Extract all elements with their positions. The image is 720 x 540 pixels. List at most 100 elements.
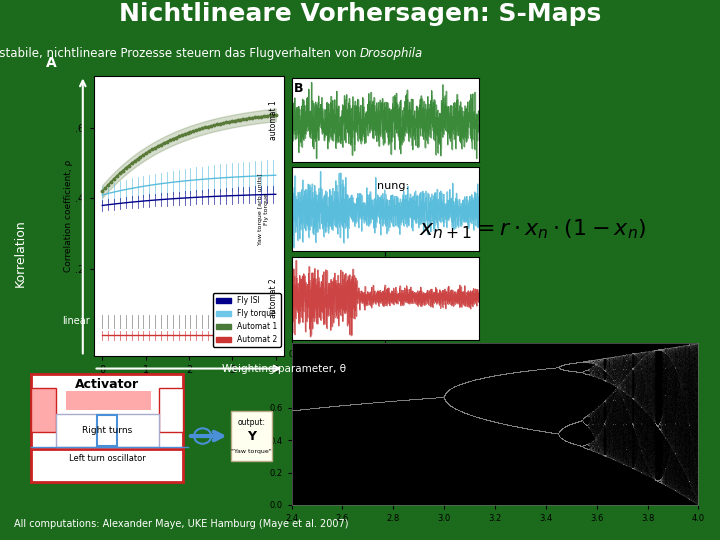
Point (685, 366, 696, 375)
Point (623, 391, 634, 400)
Point (330, 402, 342, 410)
Point (648, 376, 660, 384)
Point (356, 399, 368, 408)
Point (315, 403, 326, 411)
Point (621, 364, 632, 373)
Point (608, 353, 619, 362)
Point (621, 402, 633, 410)
Point (411, 395, 423, 403)
Point (351, 400, 363, 408)
Point (639, 469, 651, 477)
Point (667, 350, 678, 359)
Point (674, 343, 685, 352)
Point (427, 394, 438, 402)
Point (582, 419, 594, 428)
Point (675, 379, 686, 387)
Point (323, 402, 334, 411)
Point (398, 396, 410, 404)
Point (487, 372, 499, 380)
Point (647, 436, 659, 444)
Point (685, 473, 697, 482)
Point (588, 439, 599, 448)
Point (516, 423, 528, 432)
Point (305, 404, 317, 413)
Point (588, 356, 599, 364)
Point (382, 397, 393, 406)
Point (546, 428, 558, 437)
Point (287, 406, 299, 415)
Point (367, 398, 379, 407)
Point (510, 368, 521, 376)
Point (680, 362, 691, 370)
Point (384, 397, 395, 406)
Point (516, 367, 527, 376)
Point (516, 423, 528, 432)
Point (361, 399, 373, 407)
Point (478, 373, 490, 382)
Point (350, 400, 361, 408)
Point (290, 406, 302, 414)
Point (322, 402, 333, 411)
Point (470, 375, 482, 383)
Point (449, 382, 460, 391)
Point (420, 394, 432, 402)
Point (547, 363, 559, 372)
Point (510, 422, 521, 430)
Point (293, 406, 305, 414)
Point (300, 404, 312, 413)
Point (528, 425, 539, 434)
Point (292, 406, 303, 414)
Point (413, 395, 424, 403)
Point (310, 403, 322, 412)
Point (421, 394, 433, 402)
Point (555, 361, 567, 370)
Point (665, 469, 677, 478)
Point (692, 339, 703, 348)
Point (564, 420, 575, 429)
Point (465, 411, 477, 420)
Point (628, 349, 639, 357)
Point (630, 349, 642, 357)
Point (345, 400, 356, 409)
Point (351, 400, 362, 408)
Point (486, 372, 498, 380)
Point (362, 399, 374, 407)
Point (296, 405, 307, 414)
Point (387, 396, 399, 405)
Point (675, 364, 686, 373)
Point (458, 408, 469, 416)
Point (644, 382, 656, 391)
Point (665, 466, 676, 475)
Point (554, 364, 565, 373)
Point (668, 343, 680, 352)
Point (308, 404, 320, 413)
Point (380, 397, 392, 406)
Point (519, 424, 531, 433)
Point (592, 404, 603, 413)
Point (476, 414, 487, 423)
Point (415, 394, 426, 403)
Point (590, 422, 602, 430)
Point (385, 397, 397, 406)
Point (438, 392, 449, 401)
Point (389, 396, 400, 405)
Point (690, 355, 702, 363)
Point (372, 398, 383, 407)
Point (419, 394, 431, 403)
Point (307, 404, 318, 413)
Point (554, 432, 565, 441)
Point (355, 399, 366, 408)
Point (441, 388, 452, 396)
Point (431, 393, 442, 402)
Point (456, 379, 468, 388)
Point (307, 404, 318, 413)
Point (328, 402, 340, 410)
Point (663, 439, 675, 448)
Point (487, 417, 499, 426)
Point (337, 401, 348, 409)
Point (318, 403, 329, 411)
Point (457, 408, 469, 416)
Point (499, 420, 510, 428)
Point (587, 355, 598, 364)
Point (548, 429, 559, 437)
